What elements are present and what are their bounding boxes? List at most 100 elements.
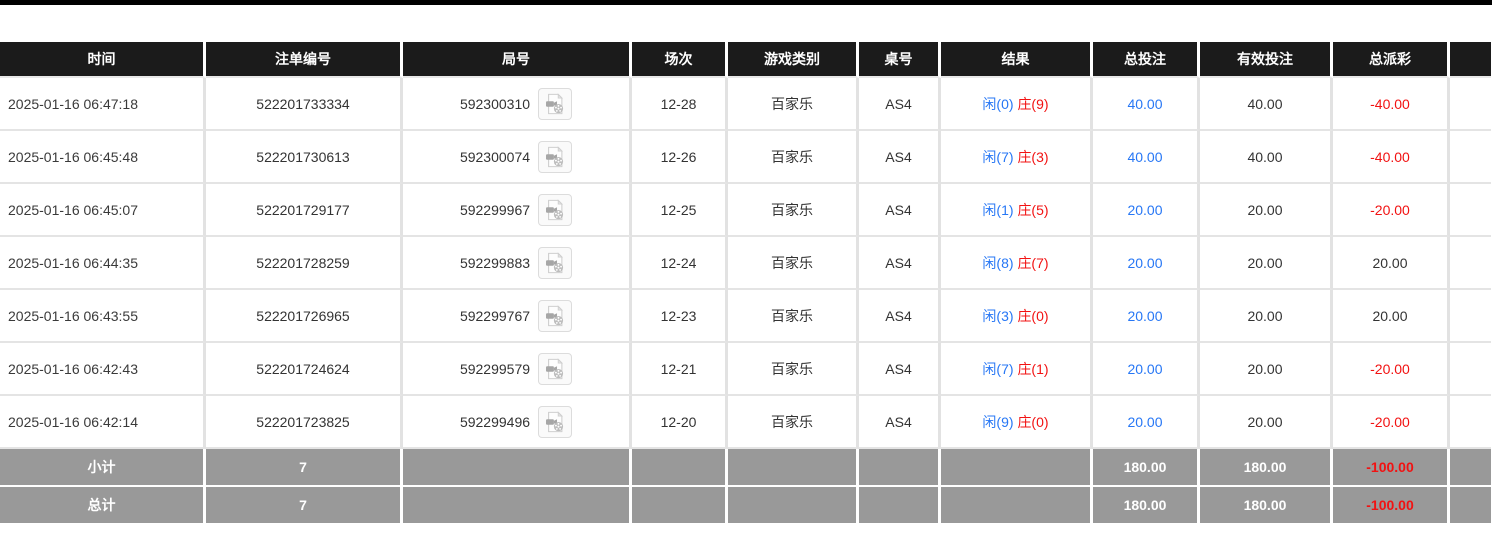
cell-game-type: 百家乐 [728, 237, 859, 290]
column-header-session: 场次 [632, 42, 728, 78]
video-record-icon [546, 198, 564, 220]
table-row: 2025-01-16 06:43:55 522201726965 5922997… [0, 290, 1491, 343]
summary-count: 7 [206, 449, 403, 487]
cell-result: 闲(7) 庄(1) [941, 343, 1093, 396]
video-replay-button[interactable] [538, 299, 573, 332]
cell-session: 12-28 [632, 78, 728, 131]
cell-total-bet: 20.00 [1093, 290, 1200, 343]
cell-time: 2025-01-16 06:47:18 [0, 78, 206, 131]
column-header-result: 结果 [941, 42, 1093, 78]
cell-extra [1450, 78, 1491, 131]
cell-extra [1450, 184, 1491, 237]
cell-bet-number: 522201726965 [206, 290, 403, 343]
column-header-round_no: 局号 [403, 42, 632, 78]
table-row: 2025-01-16 06:42:14 522201723825 5922994… [0, 396, 1491, 449]
cell-total-payout: -20.00 [1333, 343, 1450, 396]
video-replay-button[interactable] [538, 246, 573, 279]
summary-valid-bet: 180.00 [1200, 487, 1333, 525]
cell-game-type: 百家乐 [728, 290, 859, 343]
result-banker: 庄(5) [1017, 201, 1049, 218]
cell-table-number: AS4 [859, 184, 941, 237]
video-replay-button[interactable] [538, 352, 573, 385]
round-number-text: 592300310 [459, 95, 531, 112]
video-record-icon [546, 304, 564, 326]
result-player: 闲(3) [982, 307, 1014, 324]
cell-total-bet: 20.00 [1093, 237, 1200, 290]
cell-extra [1450, 290, 1491, 343]
result-banker: 庄(1) [1017, 360, 1049, 377]
cell-session: 12-21 [632, 343, 728, 396]
header-row: 时间 注单编号 局号 场次 游戏类别 桌号 结果 总投注 有效投注 总派彩 [0, 42, 1491, 78]
cell-valid-bet: 40.00 [1200, 78, 1333, 131]
result-player: 闲(7) [982, 148, 1014, 165]
cell-round-number: 592299579 [403, 343, 632, 396]
column-header-table_no: 桌号 [859, 42, 941, 78]
cell-extra [1450, 237, 1491, 290]
cell-table-number: AS4 [859, 396, 941, 449]
round-number-text: 592299579 [459, 360, 531, 377]
cell-result: 闲(7) 庄(3) [941, 131, 1093, 184]
cell-session: 12-20 [632, 396, 728, 449]
round-number-text: 592300074 [459, 148, 531, 165]
column-header-total_bet: 总投注 [1093, 42, 1200, 78]
cell-total-payout: -20.00 [1333, 184, 1450, 237]
cell-table-number: AS4 [859, 237, 941, 290]
top-divider-bar [0, 0, 1492, 5]
summary-row: 小计 7 180.00 180.00 -100.00 [0, 449, 1491, 487]
cell-round-number: 592299767 [403, 290, 632, 343]
cell-total-bet: 20.00 [1093, 343, 1200, 396]
cell-session: 12-23 [632, 290, 728, 343]
result-player: 闲(7) [982, 360, 1014, 377]
cell-round-number: 592300310 [403, 78, 632, 131]
cell-round-number: 592299496 [403, 396, 632, 449]
cell-table-number: AS4 [859, 78, 941, 131]
video-record-icon [546, 410, 564, 432]
result-player: 闲(1) [982, 201, 1014, 218]
video-record-icon [546, 145, 564, 167]
result-player: 闲(8) [982, 254, 1014, 271]
cell-round-number: 592299967 [403, 184, 632, 237]
cell-total-payout: -40.00 [1333, 78, 1450, 131]
cell-bet-number: 522201723825 [206, 396, 403, 449]
cell-total-bet: 40.00 [1093, 78, 1200, 131]
cell-extra [1450, 396, 1491, 449]
cell-session: 12-25 [632, 184, 728, 237]
column-header-game_type: 游戏类别 [728, 42, 859, 78]
cell-session: 12-26 [632, 131, 728, 184]
table-row: 2025-01-16 06:44:35 522201728259 5922998… [0, 237, 1491, 290]
column-header-total_payout: 总派彩 [1333, 42, 1450, 78]
column-header-valid_bet: 有效投注 [1200, 42, 1333, 78]
video-replay-button[interactable] [538, 140, 573, 173]
summary-valid-bet: 180.00 [1200, 449, 1333, 487]
cell-time: 2025-01-16 06:45:48 [0, 131, 206, 184]
cell-bet-number: 522201730613 [206, 131, 403, 184]
round-number-text: 592299496 [459, 413, 531, 430]
cell-session: 12-24 [632, 237, 728, 290]
cell-result: 闲(0) 庄(9) [941, 78, 1093, 131]
result-player: 闲(0) [982, 95, 1014, 112]
video-replay-button[interactable] [538, 193, 573, 226]
cell-valid-bet: 20.00 [1200, 290, 1333, 343]
result-banker: 庄(0) [1017, 413, 1049, 430]
video-record-icon [546, 92, 564, 114]
result-player: 闲(9) [982, 413, 1014, 430]
cell-bet-number: 522201733334 [206, 78, 403, 131]
cell-table-number: AS4 [859, 343, 941, 396]
cell-game-type: 百家乐 [728, 131, 859, 184]
cell-total-payout: -40.00 [1333, 131, 1450, 184]
cell-game-type: 百家乐 [728, 78, 859, 131]
cell-valid-bet: 40.00 [1200, 131, 1333, 184]
cell-total-bet: 20.00 [1093, 184, 1200, 237]
summary-count: 7 [206, 487, 403, 525]
cell-game-type: 百家乐 [728, 184, 859, 237]
column-header-extra [1450, 42, 1491, 78]
round-number-text: 592299967 [459, 201, 531, 218]
column-header-bet_no: 注单编号 [206, 42, 403, 78]
video-replay-button[interactable] [538, 87, 573, 120]
result-banker: 庄(9) [1017, 95, 1049, 112]
video-replay-button[interactable] [538, 405, 573, 438]
cell-result: 闲(9) 庄(0) [941, 396, 1093, 449]
result-banker: 庄(0) [1017, 307, 1049, 324]
summary-row: 总计 7 180.00 180.00 -100.00 [0, 487, 1491, 525]
cell-bet-number: 522201724624 [206, 343, 403, 396]
